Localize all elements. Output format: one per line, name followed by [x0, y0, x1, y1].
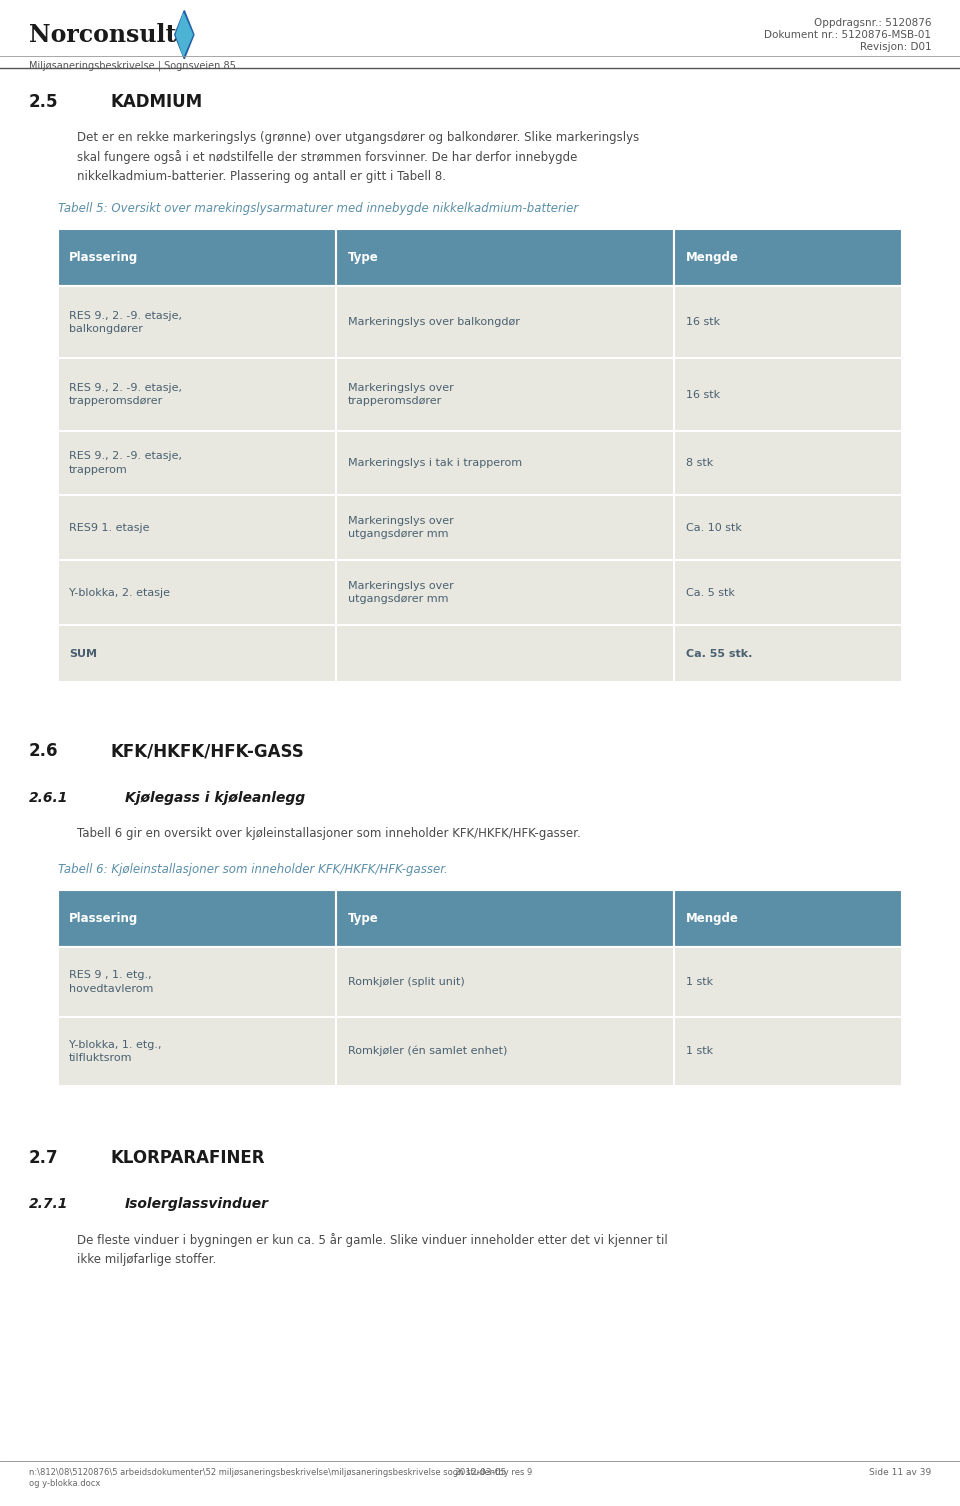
Text: Plassering: Plassering	[69, 913, 138, 925]
FancyBboxPatch shape	[58, 1017, 336, 1086]
Text: Romkjøler (split unit): Romkjøler (split unit)	[348, 977, 465, 986]
FancyBboxPatch shape	[58, 286, 336, 358]
FancyBboxPatch shape	[336, 358, 674, 431]
FancyBboxPatch shape	[674, 495, 902, 560]
FancyBboxPatch shape	[58, 495, 336, 560]
Text: Mengde: Mengde	[685, 252, 738, 264]
FancyBboxPatch shape	[674, 1017, 902, 1086]
Polygon shape	[175, 11, 194, 59]
Text: 2.6.1: 2.6.1	[29, 791, 68, 804]
Text: 2.7: 2.7	[29, 1149, 59, 1167]
Text: Kjølegass i kjøleanlegg: Kjølegass i kjøleanlegg	[125, 791, 305, 804]
Text: 2.5: 2.5	[29, 93, 59, 111]
Text: SUM: SUM	[69, 649, 97, 658]
Text: De fleste vinduer i bygningen er kun ca. 5 år gamle. Slike vinduer inneholder et: De fleste vinduer i bygningen er kun ca.…	[77, 1233, 667, 1267]
FancyBboxPatch shape	[58, 890, 336, 947]
FancyBboxPatch shape	[58, 431, 336, 495]
Text: Romkjøler (én samlet enhet): Romkjøler (én samlet enhet)	[348, 1047, 507, 1056]
FancyBboxPatch shape	[674, 560, 902, 625]
FancyBboxPatch shape	[336, 229, 674, 286]
Text: KADMIUM: KADMIUM	[110, 93, 203, 111]
Text: Tabell 6: Kjøleinstallasjoner som inneholder KFK/HKFK/HFK-gasser.: Tabell 6: Kjøleinstallasjoner som inneho…	[58, 863, 447, 876]
Text: Revisjon: D01: Revisjon: D01	[859, 42, 931, 53]
FancyBboxPatch shape	[336, 286, 674, 358]
Text: 16 stk: 16 stk	[685, 390, 720, 399]
FancyBboxPatch shape	[674, 431, 902, 495]
FancyBboxPatch shape	[58, 947, 336, 1017]
Text: Markeringslys over
trapperomsdører: Markeringslys over trapperomsdører	[348, 383, 454, 407]
Text: RES 9., 2. -9. etasje,
trapperom: RES 9., 2. -9. etasje, trapperom	[69, 452, 182, 474]
Text: Markeringslys over
utgangsdører mm: Markeringslys over utgangsdører mm	[348, 517, 454, 539]
Text: RES 9., 2. -9. etasje,
trapperomsdører: RES 9., 2. -9. etasje, trapperomsdører	[69, 383, 182, 407]
Text: Type: Type	[348, 252, 378, 264]
Text: Ca. 10 stk: Ca. 10 stk	[685, 523, 742, 533]
FancyBboxPatch shape	[58, 229, 336, 286]
Text: RES 9., 2. -9. etasje,
balkongdører: RES 9., 2. -9. etasje, balkongdører	[69, 310, 182, 334]
FancyBboxPatch shape	[336, 1017, 674, 1086]
Text: Det er en rekke markeringslys (grønne) over utgangsdører og balkondører. Slike m: Det er en rekke markeringslys (grønne) o…	[77, 131, 639, 182]
Text: Markeringslys over balkongdør: Markeringslys over balkongdør	[348, 318, 519, 327]
Text: Oppdragsnr.: 5120876: Oppdragsnr.: 5120876	[814, 18, 931, 29]
FancyBboxPatch shape	[674, 890, 902, 947]
Text: Norconsult: Norconsult	[29, 23, 177, 47]
FancyBboxPatch shape	[58, 560, 336, 625]
FancyBboxPatch shape	[336, 890, 674, 947]
FancyBboxPatch shape	[674, 625, 902, 682]
FancyBboxPatch shape	[674, 286, 902, 358]
Text: Ca. 55 stk.: Ca. 55 stk.	[685, 649, 753, 658]
Text: 8 stk: 8 stk	[685, 458, 713, 468]
Text: Side 11 av 39: Side 11 av 39	[869, 1468, 931, 1477]
FancyBboxPatch shape	[336, 560, 674, 625]
Text: 1 stk: 1 stk	[685, 977, 713, 986]
FancyBboxPatch shape	[674, 358, 902, 431]
FancyBboxPatch shape	[336, 625, 674, 682]
FancyBboxPatch shape	[336, 947, 674, 1017]
Text: RES 9 , 1. etg.,
hovedtavlerom: RES 9 , 1. etg., hovedtavlerom	[69, 970, 154, 994]
Text: 2.6: 2.6	[29, 742, 59, 761]
Text: Y-blokka, 1. etg.,
tilfluktsrom: Y-blokka, 1. etg., tilfluktsrom	[69, 1039, 161, 1063]
Text: Ca. 5 stk: Ca. 5 stk	[685, 587, 734, 598]
Text: KLORPARAFINER: KLORPARAFINER	[110, 1149, 265, 1167]
Text: 2012-03-05: 2012-03-05	[454, 1468, 506, 1477]
Text: Dokument nr.: 5120876-MSB-01: Dokument nr.: 5120876-MSB-01	[764, 30, 931, 41]
Polygon shape	[177, 14, 192, 56]
Text: Isolerglassvinduer: Isolerglassvinduer	[125, 1197, 269, 1211]
FancyBboxPatch shape	[336, 431, 674, 495]
Text: Mengde: Mengde	[685, 913, 738, 925]
Text: 1 stk: 1 stk	[685, 1047, 713, 1056]
FancyBboxPatch shape	[58, 358, 336, 431]
Text: Tabell 6 gir en oversikt over kjøleinstallasjoner som inneholder KFK/HKFK/HFK-ga: Tabell 6 gir en oversikt over kjøleinsta…	[77, 827, 581, 840]
Text: KFK/HKFK/HFK-GASS: KFK/HKFK/HFK-GASS	[110, 742, 304, 761]
FancyBboxPatch shape	[58, 625, 336, 682]
Text: Markeringslys over
utgangsdører mm: Markeringslys over utgangsdører mm	[348, 581, 454, 604]
FancyBboxPatch shape	[674, 229, 902, 286]
Text: n:\812\08\5120876\5 arbeidsdokumenter\52 miljøsaneringsbeskrivelse\miljøsanering: n:\812\08\5120876\5 arbeidsdokumenter\52…	[29, 1468, 532, 1488]
Text: 2.7.1: 2.7.1	[29, 1197, 68, 1211]
Text: Type: Type	[348, 913, 378, 925]
Text: Tabell 5: Oversikt over marekingslysarmaturer med innebygde nikkelkadmium-batter: Tabell 5: Oversikt over marekingslysarma…	[58, 202, 578, 215]
FancyBboxPatch shape	[674, 947, 902, 1017]
Text: Plassering: Plassering	[69, 252, 138, 264]
Text: Miljøsaneringsbeskrivelse | Sognsveien 85: Miljøsaneringsbeskrivelse | Sognsveien 8…	[29, 60, 235, 71]
Text: 16 stk: 16 stk	[685, 318, 720, 327]
FancyBboxPatch shape	[336, 495, 674, 560]
Text: Markeringslys i tak i trapperom: Markeringslys i tak i trapperom	[348, 458, 522, 468]
Text: Y-blokka, 2. etasje: Y-blokka, 2. etasje	[69, 587, 170, 598]
Text: RES9 1. etasje: RES9 1. etasje	[69, 523, 150, 533]
